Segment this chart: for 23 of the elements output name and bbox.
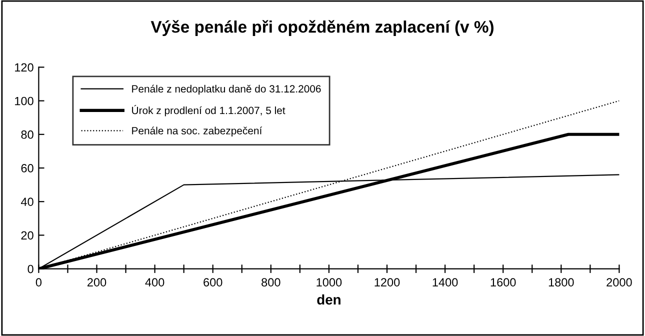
chart-title: Výše penále při opožděném zaplacení (v %) [150, 20, 494, 36]
y-tick-label: 100 [15, 96, 34, 106]
y-tick-label: 120 [15, 63, 34, 72]
x-axis-title: den [317, 294, 340, 305]
x-tick-label: 0 [36, 278, 42, 286]
x-tick-label: 1800 [548, 278, 574, 286]
x-tick-label: 400 [145, 278, 164, 286]
y-tick-label: 60 [21, 164, 34, 172]
x-tick-label: 1000 [316, 278, 342, 286]
x-tick-label: 1200 [374, 278, 400, 286]
y-tick-label: 80 [21, 130, 34, 139]
y-tick-label: 20 [21, 231, 34, 240]
x-tick-label: 2000 [606, 278, 632, 286]
y-tick-label: 40 [20, 198, 34, 206]
legend-label: Penále z nedoplatku daně do 31.12.2006 [132, 84, 321, 95]
x-tick-label: 1600 [490, 278, 516, 286]
legend-label: Penále na soc. zabezpečení [132, 126, 262, 136]
x-tick-label: 200 [87, 278, 106, 286]
x-tick-label: 1400 [432, 278, 458, 286]
x-tick-label: 800 [262, 278, 280, 286]
x-tick-label: 600 [204, 278, 222, 286]
y-tick-label: 0 [28, 264, 34, 274]
legend-label: Úrok z prodlení od 1.1.2007, 5 let [132, 105, 286, 116]
